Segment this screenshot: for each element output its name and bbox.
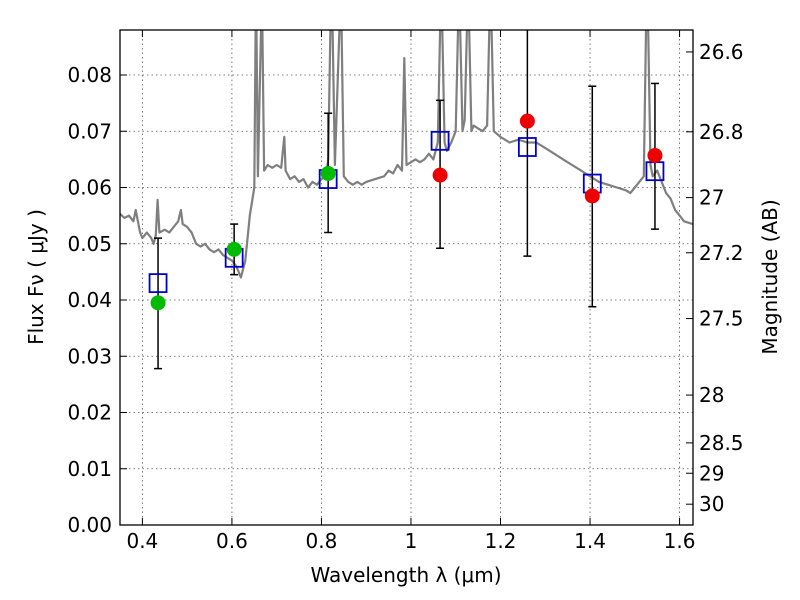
y2-tick-label: 26.6 bbox=[699, 40, 744, 64]
photometry-points bbox=[148, 30, 665, 370]
observed-flux-point bbox=[226, 241, 242, 257]
grid bbox=[120, 30, 693, 526]
y-tick-label: 0.03 bbox=[67, 344, 112, 368]
x-tick-label: 0.6 bbox=[216, 529, 248, 553]
y-tick-label: 0.06 bbox=[67, 176, 112, 200]
x-tick-label: 0.8 bbox=[306, 529, 338, 553]
y-tick-label: 0.02 bbox=[67, 401, 112, 425]
plot-frame bbox=[119, 29, 694, 526]
y2-tick-label: 28 bbox=[699, 383, 724, 407]
model-flux-square bbox=[148, 273, 168, 294]
model-flux-square bbox=[517, 137, 537, 157]
observed-flux-point bbox=[519, 113, 535, 129]
y2-tick-label: 27 bbox=[699, 186, 724, 210]
observed-flux-point bbox=[150, 295, 166, 311]
observed-flux-point bbox=[584, 188, 600, 204]
y2-tick-label: 28.5 bbox=[699, 431, 744, 455]
axis-ticks: 0.4 0.6 0.8 1 1.2 1.4 1.6 0.00 0.01 0.02 0.03 0.04 0… bbox=[67, 30, 744, 553]
x-tick-label: 1.2 bbox=[485, 529, 517, 553]
y2-tick-label: 26.8 bbox=[699, 120, 744, 144]
x-tick-label: 1 bbox=[405, 529, 418, 553]
y-tick-label: 0.00 bbox=[67, 513, 112, 537]
model-flux-square bbox=[430, 130, 450, 151]
y2-tick-label: 29 bbox=[699, 461, 724, 485]
observed-flux-point bbox=[432, 167, 448, 183]
y2-tick-label: 27.5 bbox=[699, 307, 744, 331]
y-tick-label: 0.01 bbox=[67, 457, 112, 481]
y2-tick-label: 27.2 bbox=[699, 241, 744, 265]
x-tick-label: 1.4 bbox=[574, 529, 606, 553]
y-tick-label: 0.05 bbox=[67, 232, 112, 256]
x-tick-label: 1.6 bbox=[664, 529, 696, 553]
y2-tick-label: 30 bbox=[699, 492, 724, 516]
y-axis-title: Flux Fν ( μJy ) bbox=[24, 209, 48, 345]
y-tick-label: 0.08 bbox=[67, 63, 112, 87]
model-spectrum-line bbox=[120, 30, 693, 279]
observed-flux-point bbox=[320, 165, 336, 181]
y-tick-label: 0.04 bbox=[67, 288, 112, 312]
x-axis-title: Wavelength λ (μm) bbox=[310, 563, 501, 587]
y-tick-label: 0.07 bbox=[67, 119, 112, 143]
observed-flux-point bbox=[647, 147, 663, 163]
x-tick-label: 0.4 bbox=[126, 529, 158, 553]
y2-axis-title: Magnitude (AB) bbox=[758, 199, 782, 354]
